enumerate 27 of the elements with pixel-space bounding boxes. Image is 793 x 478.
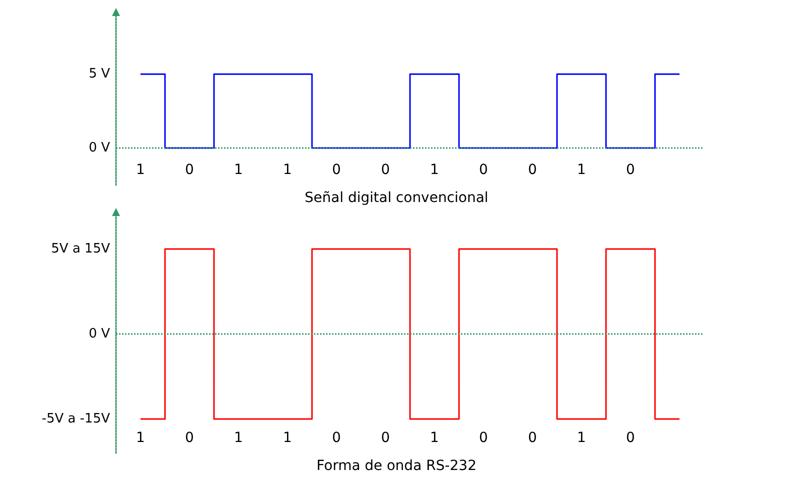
x-tick-label: 0	[332, 430, 341, 446]
x-tick-label: 1	[234, 162, 243, 178]
x-tick-label: 1	[577, 430, 586, 446]
y-tick-label: 5 V	[88, 66, 110, 82]
x-tick-label: 0	[528, 162, 537, 178]
text: Señal digital convencional	[304, 190, 488, 206]
x-tick-label: 1	[577, 162, 586, 178]
x-tick-label: 0	[381, 162, 390, 178]
x-tick-label: 0	[528, 430, 537, 446]
x-tick-label: 1	[430, 430, 439, 446]
text: Forma de onda RS-232	[316, 458, 476, 474]
text: 5V a 15V	[51, 242, 110, 256]
x-tick-label: 1	[283, 430, 292, 446]
x-tick-label: 0	[479, 162, 488, 178]
x-tick-label: 1	[136, 162, 145, 178]
x-tick-label: 0	[626, 162, 635, 178]
x-tick-label: 1	[430, 162, 439, 178]
x-tick-label: 0	[479, 430, 488, 446]
x-tick-label: 0	[626, 430, 635, 446]
x-tick-label: 0	[332, 162, 341, 178]
x-tick-label: 0	[185, 162, 194, 178]
x-tick-label: 0	[185, 430, 194, 446]
x-tick-label: 1	[136, 430, 145, 446]
x-tick-label: 1	[234, 430, 243, 446]
x-tick-label: 0	[381, 430, 390, 446]
text: -5V a -15V	[42, 412, 110, 426]
x-tick-label: 1	[283, 162, 292, 178]
